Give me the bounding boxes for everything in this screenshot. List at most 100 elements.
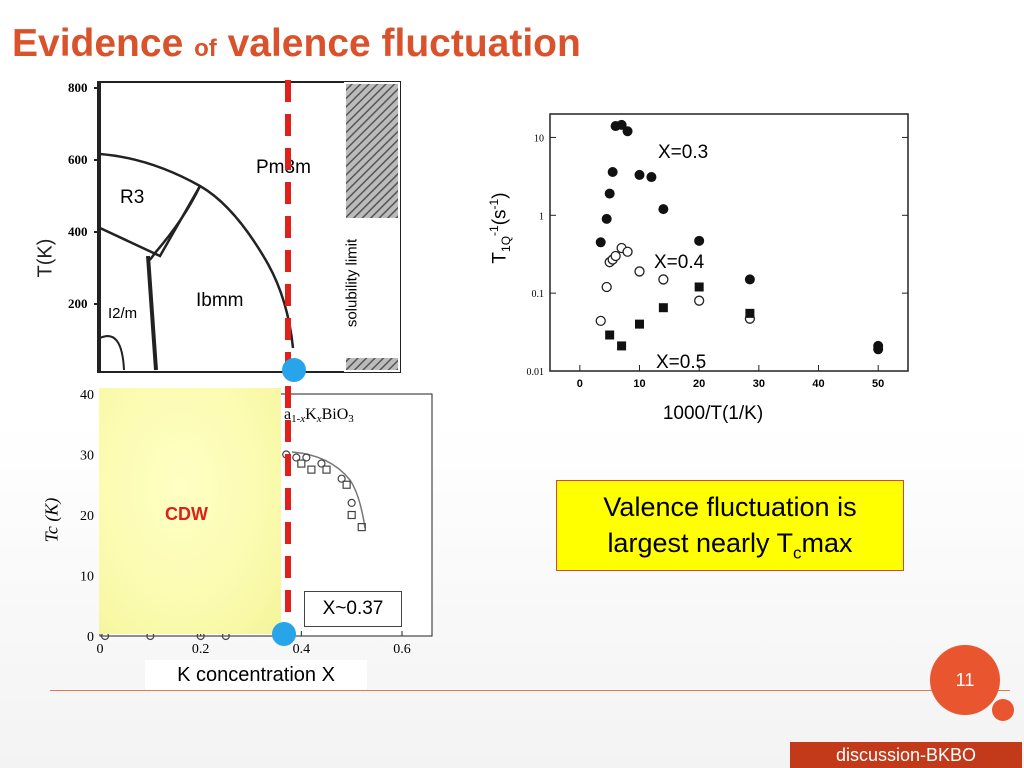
rel-filled-circle-point (646, 172, 657, 183)
tc-y-tick-label: 40 (80, 388, 94, 403)
rel-filled-circle-point (601, 213, 612, 224)
rel-x-tick-label: 40 (812, 378, 824, 390)
valence-line-2b: max (801, 528, 853, 558)
solubility-limit-label: solubility limit (343, 238, 361, 328)
rel-ylabel-mid: (s (489, 209, 511, 226)
tc-points (100, 450, 366, 641)
tc-y-axis-label: Tc (K) (41, 497, 62, 543)
critical-line-overlay (272, 80, 306, 646)
series-label-x03: X=0.3 (658, 142, 708, 163)
rel-filled-circle-point (744, 274, 755, 285)
relaxation-points (595, 119, 884, 355)
rel-x-tick-label: 10 (633, 378, 645, 390)
tc-x-tick-label: 0.4 (293, 642, 311, 657)
series-label-x05: X=0.5 (656, 352, 706, 373)
phase-boundary-r3 (99, 185, 202, 258)
rel-square-point (635, 319, 644, 329)
critical-marker-bottom (272, 622, 296, 646)
rel-y-tick-label: 0.01 (527, 367, 545, 378)
phase-boundary-low (99, 335, 125, 371)
rel-open-circle-point (595, 315, 606, 327)
tc-circle-point (317, 459, 326, 468)
phase-boundary-main (99, 152, 295, 349)
title-text-3: valence fluctuation (216, 22, 581, 65)
phase-tick-label-800: 800 (68, 80, 88, 95)
title-text-1: Evidence (12, 22, 195, 65)
rel-ylabel-main: T (489, 251, 511, 264)
rel-open-circle-point (634, 266, 645, 277)
rel-filled-circle-point (604, 188, 615, 199)
rel-x-tick-label: 0 (577, 378, 583, 390)
tc-x-tick-label: 0.2 (192, 642, 210, 657)
slide-title: Evidence of valence fluctuation (12, 22, 581, 66)
phase-y-axis-label: T(K) (34, 238, 57, 278)
tc-y-tick-label: 20 (80, 509, 94, 524)
relaxation-y-axis-label: T1Q-1(s-1) (487, 192, 513, 263)
rel-x-tick-label: 20 (693, 378, 705, 390)
rel-square-point (617, 341, 627, 351)
phase-tick-label-200: 200 (68, 296, 88, 311)
rel-ylabel-sup1: -1 (486, 225, 501, 236)
cdw-label: CDW (165, 504, 208, 524)
tc-x-axis-label: K concentration X (145, 660, 367, 690)
rel-open-circle-point (658, 274, 669, 285)
decor-dot-large (992, 699, 1014, 721)
solubility-label-bg (346, 218, 398, 358)
tc-circle-point (302, 453, 311, 462)
valence-callout: Valence fluctuation is largest nearly Tc… (556, 480, 904, 571)
rel-square-point (745, 308, 755, 318)
valence-line-2a: largest nearly T (607, 528, 794, 558)
valence-line-2: largest nearly Tcmax (557, 525, 903, 571)
cdw-region (99, 388, 281, 634)
relaxation-plot: 0 10 20 30 40 50 10 1 0.1 0.01 X=0.3 X=0.4 X=0.5 (527, 113, 909, 390)
tc-fit-curve (291, 451, 366, 529)
slide-divider-line (50, 690, 1010, 691)
rel-open-circle-point (694, 295, 705, 306)
tc-square-point (347, 510, 356, 520)
rel-ylabel-sub: 1Q (499, 235, 514, 252)
tc-x-tick-label: 0 (97, 642, 104, 657)
tc-circle-point (347, 498, 356, 508)
footer-label: discussion-BKBO (790, 742, 1022, 768)
x-marker-label: X~0.37 (304, 591, 402, 627)
rel-ylabel-end: ) (489, 192, 511, 199)
rel-filled-circle-point (634, 169, 645, 180)
tc-square-point (297, 459, 306, 468)
tc-square-point (307, 465, 316, 474)
tc-square-point (357, 523, 366, 532)
region-i2m: I2/m (108, 305, 137, 322)
series-label-x04: X=0.4 (654, 252, 705, 273)
tc-y-tick-label: 30 (80, 449, 94, 464)
rel-open-circle-point (610, 250, 621, 262)
tc-x-tick-label: 0.6 (393, 642, 411, 657)
relaxation-frame (549, 113, 909, 372)
rel-filled-circle-point (616, 119, 627, 130)
rel-filled-circle-point (873, 344, 884, 355)
phase-diagram: 800 600 400 200 R3 Pm3m Ibmm I2/m (68, 80, 401, 373)
tc-y-tick-label: 10 (80, 570, 94, 585)
tc-y-tick-label: 0 (87, 630, 94, 645)
rel-open-circle-point (622, 246, 633, 257)
rel-x-tick-label: 30 (753, 378, 765, 390)
rel-x-tick-label: 50 (872, 378, 884, 390)
tc-square-point (322, 465, 331, 474)
region-pm3m: Pm3m (256, 157, 311, 178)
valence-line-1: Valence fluctuation is (603, 492, 857, 522)
tc-ticks: 0 0.2 0.4 0.6 0 10 20 30 40 (80, 388, 411, 657)
rel-y-tick-label: 0.1 (532, 289, 545, 300)
relaxation-x-axis-label: 1000/T(1/K) (625, 396, 801, 432)
phase-tick-label-600: 600 (68, 152, 88, 167)
rel-square-point (658, 303, 668, 313)
rel-filled-circle-point (607, 166, 618, 177)
decorative-dots (987, 691, 1014, 721)
rel-ylabel-sup2: -1 (486, 198, 501, 210)
valence-line-2-sub: c (793, 543, 802, 563)
phase-tick-label-400: 400 (68, 224, 88, 239)
rel-open-circle-point (601, 281, 612, 293)
title-text-2: of (194, 35, 217, 62)
phase-boundary-i2m (146, 255, 158, 371)
decor-dot-small (987, 691, 995, 699)
page-number-badge: 11 (930, 645, 1000, 715)
tc-square-point (342, 480, 351, 489)
region-r3: R3 (120, 187, 144, 208)
